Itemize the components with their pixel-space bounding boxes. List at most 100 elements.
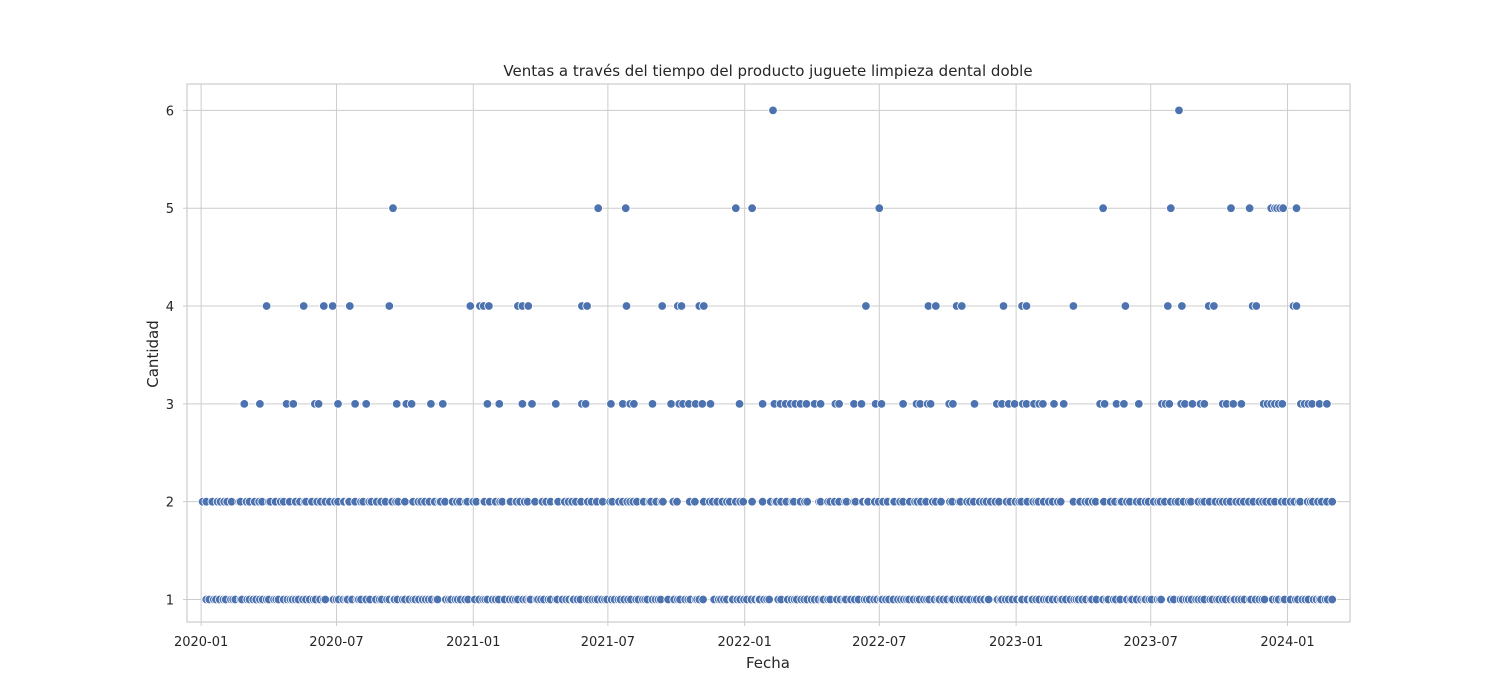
x-tick-label: 2020-07: [309, 635, 363, 650]
data-point: [731, 203, 741, 213]
x-tick-label: 2023-01: [989, 635, 1043, 650]
data-point: [834, 399, 844, 409]
data-point: [1021, 301, 1032, 311]
y-tick-label: 2: [166, 496, 174, 511]
data-point: [239, 399, 250, 409]
data-point: [931, 301, 941, 311]
data-point: [361, 399, 371, 409]
data-point: [1174, 105, 1184, 116]
data-point: [925, 399, 936, 409]
data-point: [747, 497, 757, 507]
data-point: [1119, 399, 1129, 409]
data-point: [802, 497, 812, 507]
data-point: [768, 105, 778, 116]
data-point: [494, 399, 505, 409]
data-point: [484, 301, 494, 311]
data-point: [593, 203, 603, 213]
x-tick-label: 2021-07: [581, 635, 635, 650]
data-point: [384, 301, 395, 311]
data-point: [657, 301, 667, 311]
y-tick-label: 5: [166, 202, 174, 217]
data-point: [1244, 203, 1255, 213]
data-point: [1327, 594, 1337, 605]
data-point: [690, 497, 700, 507]
data-point: [856, 399, 867, 409]
data-point: [551, 399, 561, 409]
x-tick-label: 2021-01: [446, 635, 500, 650]
data-point: [1177, 301, 1187, 311]
x-tick-label: 2022-01: [718, 635, 772, 650]
data-point: [1164, 399, 1175, 409]
data-point: [1278, 203, 1288, 213]
y-tick-label: 1: [166, 594, 174, 609]
data-point: [1277, 399, 1288, 409]
data-point: [1055, 497, 1066, 507]
plot-frame: [186, 83, 1351, 623]
data-point: [874, 203, 885, 213]
data-point: [328, 301, 338, 311]
chart-title: Ventas a través del tiempo del producto …: [503, 62, 1032, 80]
data-point: [898, 399, 908, 409]
data-point: [672, 497, 682, 507]
data-point: [699, 301, 709, 311]
data-point: [621, 301, 632, 311]
data-point: [1163, 301, 1173, 311]
data-point: [936, 497, 946, 507]
data-point: [647, 399, 658, 409]
data-point: [392, 399, 402, 409]
data-points: [197, 105, 1337, 605]
data-point: [482, 399, 493, 409]
data-point: [388, 203, 398, 213]
y-tick-label: 4: [166, 300, 174, 315]
data-point: [815, 399, 826, 409]
data-point: [350, 399, 360, 409]
data-point: [948, 399, 958, 409]
data-point: [1228, 399, 1239, 409]
data-point: [1058, 399, 1069, 409]
data-point: [1327, 497, 1337, 507]
data-point: [1251, 301, 1262, 311]
data-point: [861, 301, 871, 311]
x-tick-label: 2022-07: [852, 635, 906, 650]
data-point: [1049, 399, 1059, 409]
data-point: [1134, 399, 1144, 409]
data-point: [465, 301, 476, 311]
data-point: [288, 399, 299, 409]
data-point: [406, 399, 417, 409]
data-point: [1120, 301, 1131, 311]
data-point: [1209, 301, 1219, 311]
x-axis-label: Fecha: [746, 654, 790, 672]
data-point: [517, 399, 528, 409]
data-point: [1187, 399, 1198, 409]
y-axis-label: Cantidad: [144, 320, 162, 387]
data-point: [1291, 203, 1302, 213]
data-point: [345, 301, 355, 311]
data-point: [320, 594, 331, 605]
data-point: [1322, 399, 1332, 409]
x-tick-label: 2023-07: [1124, 635, 1178, 650]
data-point: [621, 203, 631, 213]
data-point: [582, 301, 592, 311]
data-point: [255, 399, 265, 409]
data-point: [666, 399, 676, 409]
data-point: [1099, 399, 1110, 409]
data-point: [734, 399, 745, 409]
data-point: [676, 301, 687, 311]
data-point: [757, 497, 768, 507]
data-point: [876, 399, 887, 409]
data-point: [1291, 301, 1302, 311]
data-point: [1009, 399, 1020, 409]
data-point: [606, 399, 616, 409]
x-axis-ticks: 2020-01 2020-07 2021-01 2021-07 2022-01 2022-…: [174, 622, 1315, 650]
data-point: [527, 399, 537, 409]
data-point: [400, 497, 410, 507]
data-point: [523, 301, 534, 311]
x-tick-label: 2024-01: [1260, 635, 1314, 650]
data-point: [438, 399, 448, 409]
data-point: [1236, 399, 1247, 409]
data-point: [1199, 399, 1210, 409]
grid-lines: [187, 84, 1350, 622]
data-point: [319, 301, 329, 311]
data-point: [313, 399, 324, 409]
